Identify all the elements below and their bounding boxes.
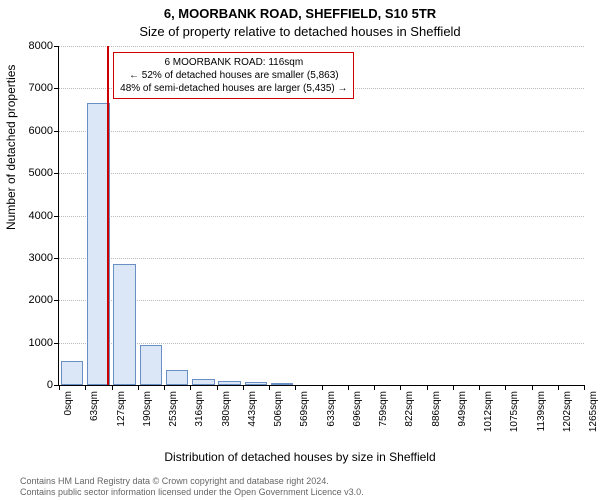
- x-tick-mark: [400, 385, 401, 390]
- x-tick-label: 1139sqm: [536, 391, 547, 431]
- histogram-bar: [271, 383, 293, 385]
- y-tick-label: 0: [47, 379, 53, 391]
- x-tick-mark: [532, 385, 533, 390]
- x-tick-label: 127sqm: [116, 391, 127, 427]
- x-tick-label: 633sqm: [326, 391, 337, 427]
- y-tick-mark: [54, 88, 59, 89]
- histogram-bar: [166, 370, 188, 385]
- x-tick-label: 190sqm: [142, 391, 153, 427]
- x-tick-mark: [190, 385, 191, 390]
- x-tick-label: 1012sqm: [483, 391, 494, 432]
- x-tick-label: 253sqm: [168, 391, 179, 427]
- gridline: [59, 258, 584, 259]
- x-tick-mark: [59, 385, 60, 390]
- gridline: [59, 216, 584, 217]
- y-tick-mark: [54, 131, 59, 132]
- x-tick-label: 506sqm: [273, 391, 284, 427]
- x-tick-mark: [479, 385, 480, 390]
- x-tick-mark: [322, 385, 323, 390]
- y-tick-label: 3000: [29, 252, 53, 264]
- chart-subtitle: Size of property relative to detached ho…: [0, 24, 600, 39]
- x-tick-mark: [584, 385, 585, 390]
- x-tick-mark: [217, 385, 218, 390]
- y-tick-label: 1000: [29, 337, 53, 349]
- x-tick-label: 0sqm: [63, 391, 74, 415]
- x-tick-mark: [348, 385, 349, 390]
- annotation-box: 6 MOORBANK ROAD: 116sqm ← 52% of detache…: [113, 52, 354, 99]
- x-tick-label: 380sqm: [221, 391, 232, 427]
- x-tick-mark: [505, 385, 506, 390]
- x-tick-mark: [427, 385, 428, 390]
- x-tick-label: 569sqm: [299, 391, 310, 427]
- x-tick-label: 443sqm: [247, 391, 258, 427]
- y-tick-label: 2000: [29, 294, 53, 306]
- footer-line2: Contains public sector information licen…: [20, 487, 600, 498]
- marker-line: [107, 46, 109, 385]
- annotation-line3: 48% of semi-detached houses are larger (…: [120, 82, 347, 95]
- gridline: [59, 131, 584, 132]
- x-tick-label: 63sqm: [89, 391, 100, 421]
- histogram-bar: [245, 382, 267, 385]
- y-tick-mark: [54, 173, 59, 174]
- y-tick-mark: [54, 46, 59, 47]
- y-tick-mark: [54, 216, 59, 217]
- x-tick-mark: [164, 385, 165, 390]
- x-tick-mark: [374, 385, 375, 390]
- x-tick-label: 759sqm: [378, 391, 389, 427]
- histogram-bar: [218, 381, 240, 385]
- histogram-bar: [113, 264, 135, 385]
- y-tick-mark: [54, 343, 59, 344]
- x-tick-mark: [269, 385, 270, 390]
- histogram-bar: [61, 361, 83, 385]
- gridline: [59, 46, 584, 47]
- gridline: [59, 173, 584, 174]
- annotation-line1: 6 MOORBANK ROAD: 116sqm: [120, 56, 347, 69]
- annotation-line2: ← 52% of detached houses are smaller (5,…: [120, 69, 347, 82]
- x-tick-label: 1202sqm: [562, 391, 573, 432]
- y-tick-label: 8000: [29, 40, 53, 52]
- y-tick-label: 6000: [29, 125, 53, 137]
- x-tick-mark: [453, 385, 454, 390]
- x-tick-mark: [112, 385, 113, 390]
- x-tick-label: 1075sqm: [509, 391, 520, 432]
- y-tick-label: 7000: [29, 82, 53, 94]
- x-tick-label: 949sqm: [457, 391, 468, 427]
- gridline: [59, 343, 584, 344]
- x-tick-mark: [138, 385, 139, 390]
- x-tick-mark: [85, 385, 86, 390]
- x-tick-label: 1265sqm: [588, 391, 599, 432]
- y-axis-label: Number of detached properties: [4, 65, 18, 230]
- x-tick-label: 316sqm: [194, 391, 205, 427]
- chart-title-address: 6, MOORBANK ROAD, SHEFFIELD, S10 5TR: [0, 6, 600, 21]
- footer-line1: Contains HM Land Registry data © Crown c…: [20, 476, 600, 487]
- gridline: [59, 300, 584, 301]
- x-axis-label: Distribution of detached houses by size …: [0, 450, 600, 464]
- x-tick-mark: [295, 385, 296, 390]
- x-tick-label: 822sqm: [404, 391, 415, 427]
- y-tick-label: 4000: [29, 210, 53, 222]
- x-tick-label: 886sqm: [431, 391, 442, 427]
- x-tick-mark: [243, 385, 244, 390]
- plot-area: 0100020003000400050006000700080000sqm63s…: [58, 46, 584, 386]
- x-tick-label: 696sqm: [352, 391, 363, 427]
- x-tick-mark: [558, 385, 559, 390]
- chart-container: 6, MOORBANK ROAD, SHEFFIELD, S10 5TR Siz…: [0, 0, 600, 500]
- y-tick-mark: [54, 258, 59, 259]
- y-tick-label: 5000: [29, 167, 53, 179]
- histogram-bar: [192, 379, 214, 385]
- histogram-bar: [140, 345, 162, 385]
- y-tick-mark: [54, 300, 59, 301]
- footer-attribution: Contains HM Land Registry data © Crown c…: [0, 476, 600, 499]
